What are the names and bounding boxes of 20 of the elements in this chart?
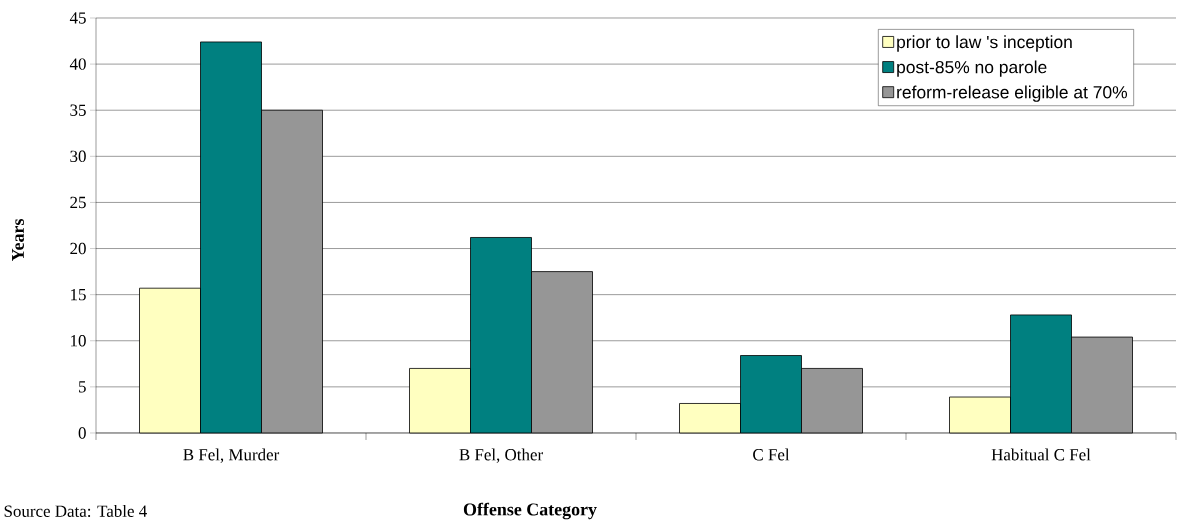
y-tick-label: 0 <box>78 427 86 439</box>
y-tick-label: 30 <box>70 150 86 163</box>
source-note: Source Data: Table 4 <box>4 504 147 517</box>
y-tick-label: 5 <box>79 381 86 393</box>
legend-label: post-85% no parole <box>897 60 1047 77</box>
x-tick-label: C Fel <box>753 448 790 461</box>
y-tick-label: 25 <box>70 196 86 209</box>
y-tick-label: 40 <box>69 58 86 70</box>
y-tick-label: 35 <box>70 104 86 116</box>
x-tick-label: B Fel, Murder <box>183 448 280 463</box>
x-tick-label: Habitual C Fel <box>991 448 1091 461</box>
legend-label: prior to law 's inception <box>897 35 1072 52</box>
y-tick-label: 10 <box>71 335 86 347</box>
legend-label: reform-release eligible at 70% <box>897 85 1128 102</box>
x-tick-label: B Fel, Other <box>459 448 543 463</box>
y-axis-title: Years <box>12 218 24 262</box>
y-tick-label: 15 <box>71 288 86 301</box>
y-tick-label: 20 <box>70 242 86 255</box>
y-tick-label: 45 <box>69 12 86 24</box>
x-axis-title: Offense Category <box>463 502 597 520</box>
